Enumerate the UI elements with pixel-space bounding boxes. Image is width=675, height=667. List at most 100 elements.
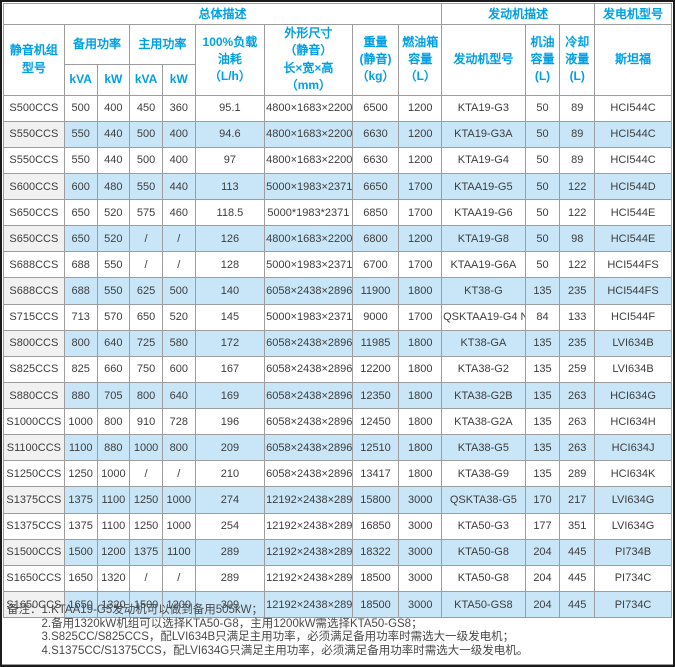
data-cell: / [129,460,163,488]
data-cell: 500 [129,120,163,148]
data-cell: 351 [559,512,596,540]
data-cell: 1000 [161,512,196,540]
data-cell: 625 [129,277,163,305]
data-cell: 4800×1683×2200 [264,94,353,122]
model-link[interactable]: S500CCS [3,94,65,122]
model-link[interactable]: S825CCS [3,355,65,383]
data-cell: 6630 [351,146,400,174]
data-cell: HCI544C [594,94,672,122]
data-cell: 145 [194,303,266,331]
data-cell: / [161,251,196,279]
data-cell: 6850 [351,199,400,227]
table-row: S550CCS 550 440 500 400 94.6 4800×1683×2200 663… [3,120,672,148]
header-group-general: 总体描述 [2,3,443,25]
data-cell: 122 [559,172,596,201]
table-row: S800CCS 800 640 725 580 172 6058×2438×2896 1198… [3,329,672,357]
data-cell: 9000 [351,303,400,331]
data-cell: / [161,225,196,253]
data-cell: 196 [194,408,266,436]
data-cell: KTA38-G2A [441,408,526,436]
data-cell: KTAA19-G6 [441,199,526,227]
data-cell: 6700 [351,251,400,279]
model-link[interactable]: S1650CCS [3,590,65,619]
header-standby-power: 备用功率 [63,24,131,65]
data-cell: KTA50-G8 [441,538,526,566]
data-cell: 204 [524,538,561,566]
model-link[interactable]: S1650CCS [3,564,65,592]
data-cell: HCI634J [594,434,672,462]
header-units-row: kVA kW kVA kW [4,63,672,96]
data-cell: HCI544D [594,172,672,201]
model-link[interactable]: S600CCS [3,172,65,201]
data-cell: HCI544E [594,199,672,227]
data-cell: 50 [524,146,561,174]
header-fuel-tank: 燃油箱 容量 （L） [398,24,443,96]
data-cell: 1650 [63,564,98,592]
model-link[interactable]: S650CCS [3,225,65,253]
data-cell: 1000 [63,408,98,436]
model-link[interactable]: S1100CCS [3,434,65,462]
data-cell: 113 [194,172,266,201]
model-link[interactable]: S650CCS [3,199,65,227]
data-cell: 135 [524,434,561,462]
data-cell: 5000×1983×2371 [264,303,353,331]
model-link[interactable]: S1250CCS [3,460,65,488]
data-cell: 520 [96,225,131,253]
data-cell: 1800 [398,277,443,305]
data-cell: 177 [524,512,561,540]
table-row: S1100CCS 1100 880 1000 800 209 6058×2438×2896 1… [3,434,672,462]
data-cell: 6058×2438×2896 [264,434,353,462]
data-cell: 1100 [161,538,196,566]
data-cell: 6058×2438×2896 [264,408,353,436]
table-row: S1375CCS 1375 1100 1250 1000 274 12192×2438×28… [3,486,672,514]
model-link[interactable]: S550CCS [3,120,65,148]
data-cell: 1375 [63,486,98,514]
data-cell: 12192×2438×2896 [264,512,353,540]
model-link[interactable]: S688CCS [3,277,65,305]
data-cell: 204 [524,590,561,619]
table-row: S1000CCS 1000 800 910 728 196 6058×2438×2896 12… [3,408,672,436]
model-link[interactable]: S1500CCS [3,538,65,566]
data-cell: 135 [524,460,561,488]
model-link[interactable]: S715CCS [3,303,65,331]
data-cell: 1000 [129,434,163,462]
data-cell: 204 [524,564,561,592]
model-link[interactable]: S880CCS [3,381,65,410]
header-stamford: 斯坦福 [594,24,672,96]
data-cell: 98 [559,225,596,253]
table-row: S650CCS 650 520 575 460 118.5 5000*1983*2371 68… [3,199,672,227]
data-cell: 1250 [129,512,163,540]
data-cell: 12192×2438×2896 [264,538,353,566]
header-row: 静音机组 型号 备用功率 主用功率 100%负载 油耗 （L/h） 外形尺寸 （… [3,24,672,96]
data-cell: 440 [96,120,131,148]
data-cell: KTA38-G9 [441,460,526,488]
data-cell: 520 [161,303,196,331]
data-cell: KTA19-G3A [441,120,526,148]
data-cell: 520 [96,199,131,227]
data-cell: 1000 [161,486,196,514]
model-link[interactable]: S1375CCS [3,512,65,540]
data-cell: 135 [524,329,561,357]
data-cell: 550 [129,172,163,201]
model-link[interactable]: S688CCS [3,251,65,279]
model-link[interactable]: S1000CCS [3,408,65,436]
data-cell: 4800×1683×2200 [264,120,353,148]
header-prime-power: 主用功率 [129,24,196,65]
model-link[interactable]: S550CCS [3,146,65,174]
data-cell: 1800 [398,434,443,462]
data-cell: 3000 [398,538,443,566]
data-cell: / [129,564,163,592]
model-link[interactable]: S1375CCS [3,486,65,514]
data-cell: 480 [96,172,131,201]
model-link[interactable]: S800CCS [3,329,65,357]
table-row: S550CCS 550 440 500 400 97 4800×1683×2200 6630 1… [3,146,672,174]
data-cell: 1200 [398,225,443,253]
data-cell: HCI634H [594,408,672,436]
data-cell: 5000×1983×2371 [264,251,353,279]
data-cell: 1700 [398,251,443,279]
data-cell: 172 [194,329,266,357]
data-cell: 1650 [63,590,98,619]
data-cell: KTA19-G8 [441,225,526,253]
data-cell: 6800 [351,225,400,253]
